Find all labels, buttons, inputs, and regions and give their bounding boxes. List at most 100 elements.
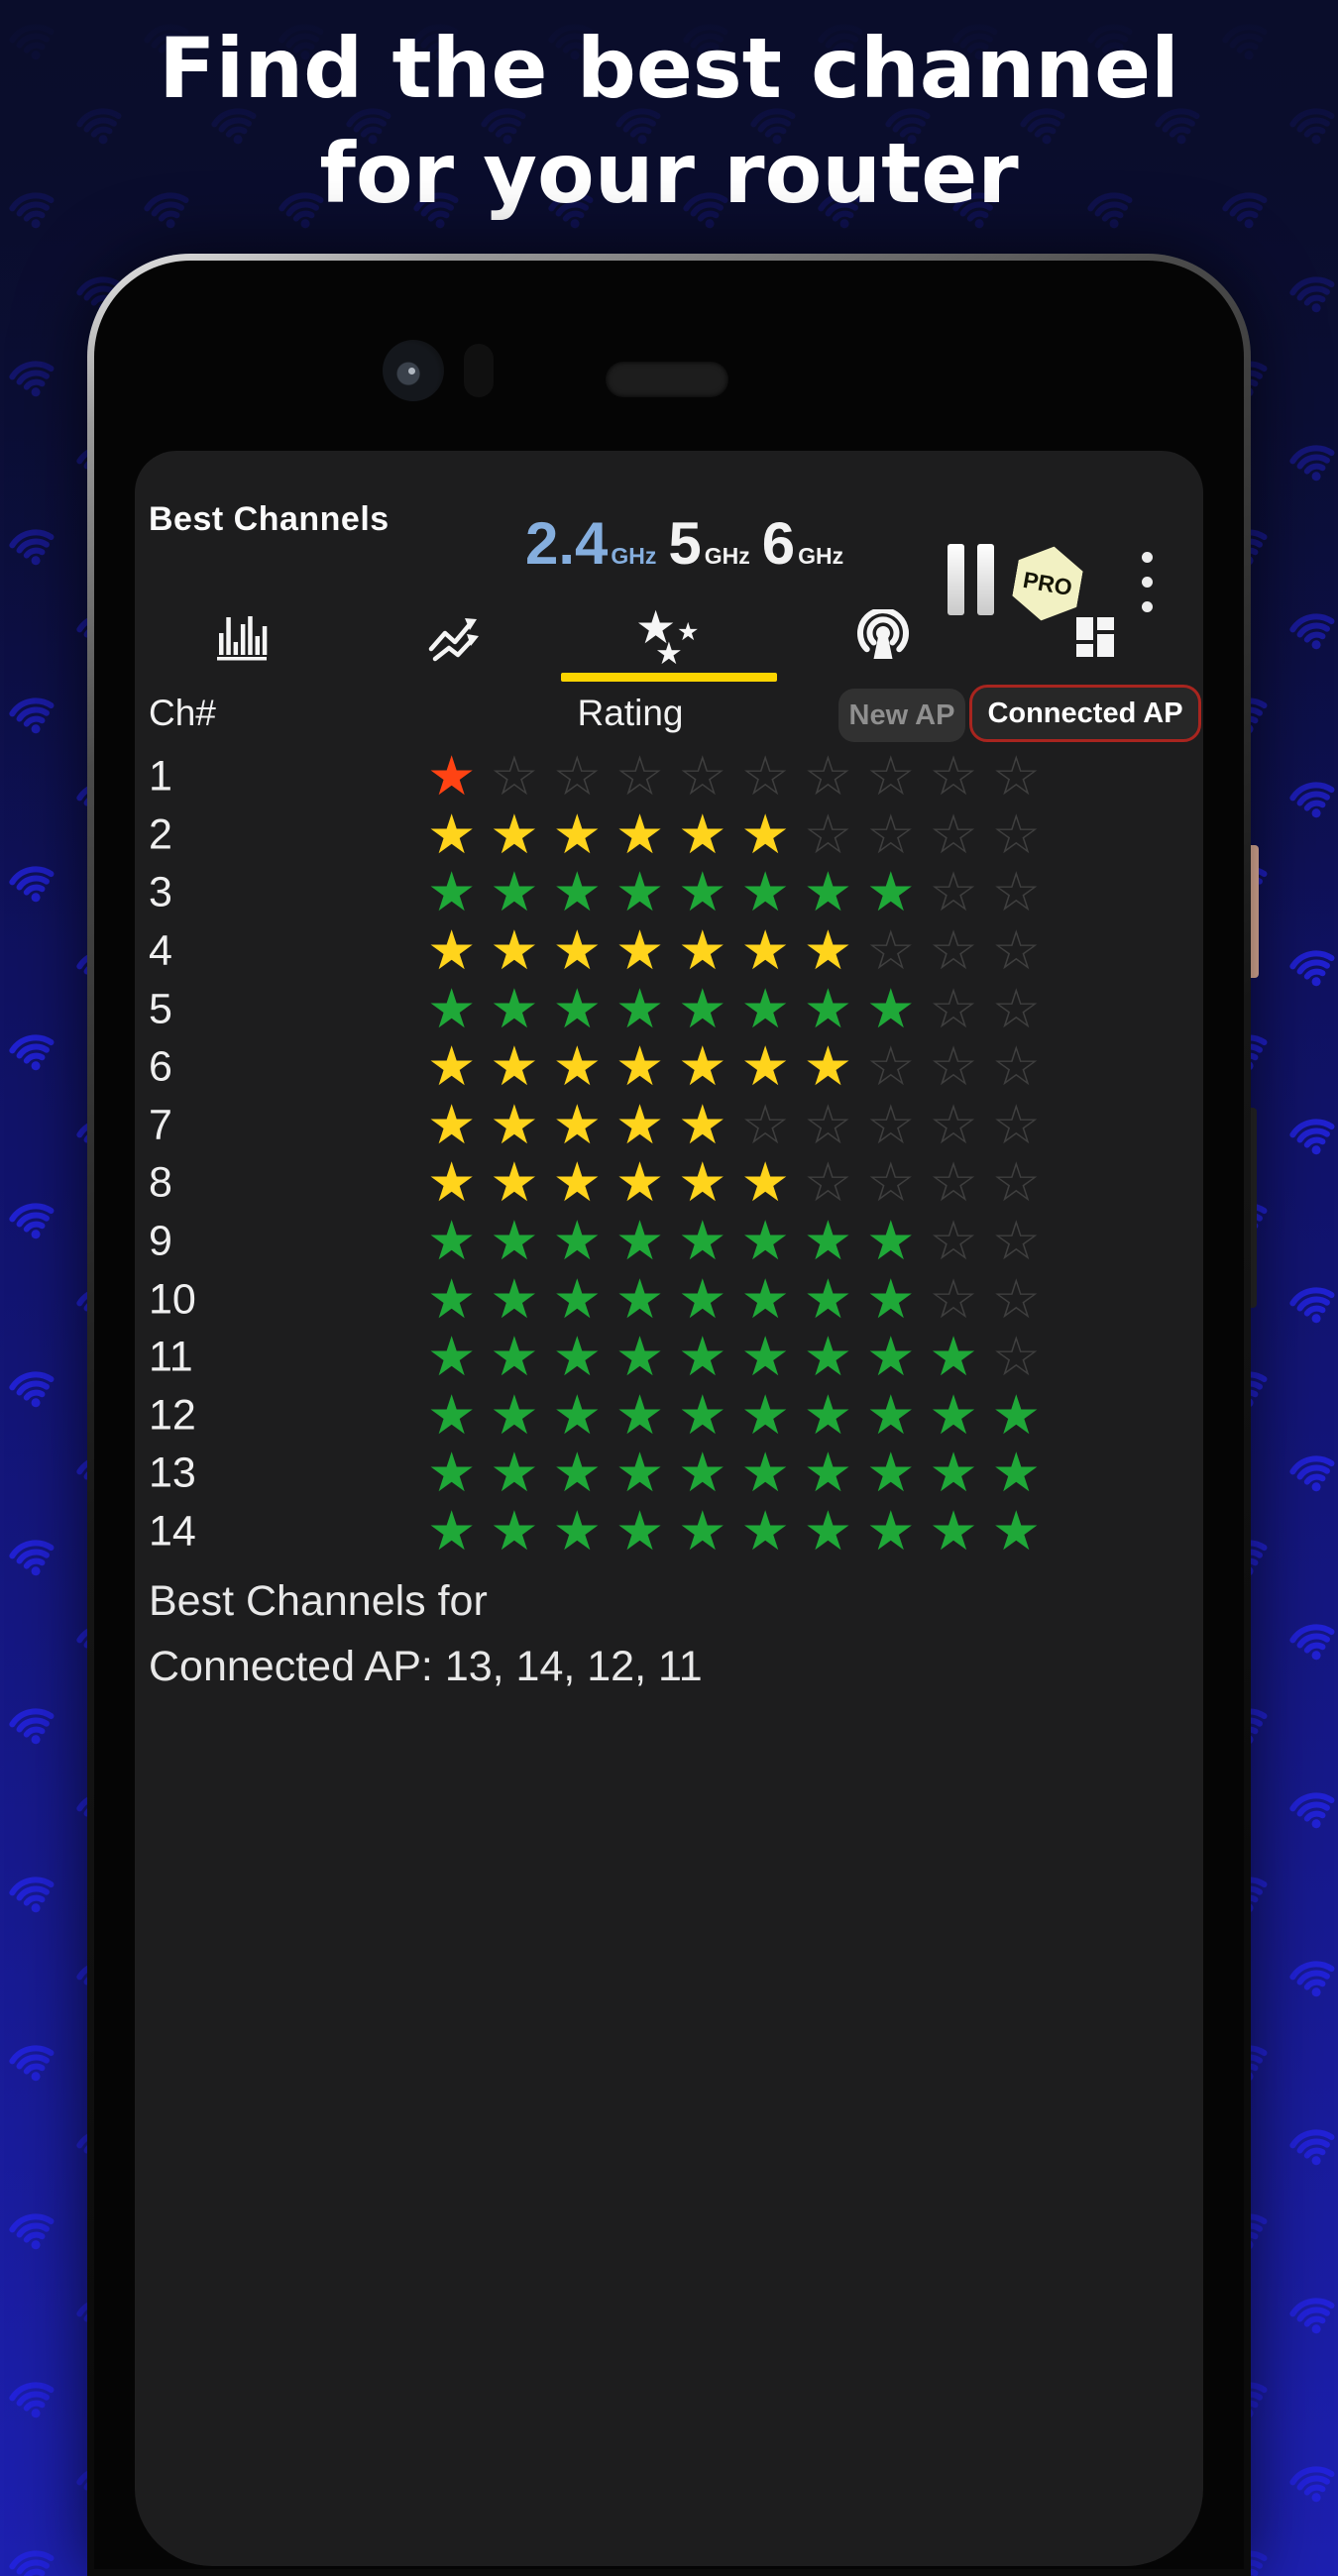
star-filled-icon: ★ xyxy=(552,1208,602,1272)
star-filled-icon: ★ xyxy=(552,1498,602,1562)
band-5ghz[interactable]: 5 GHz xyxy=(668,509,761,577)
channel-row: 13 ★ ★ ★ ★ ★ ★ ★ ★ ★ ★ xyxy=(135,1441,1203,1505)
star-filled-icon: ★ xyxy=(678,802,727,866)
star-filled-icon: ★ xyxy=(803,1325,853,1389)
hero-title-line2: for your router xyxy=(319,125,1019,222)
star-rating: ★ ★ ★ ★ ★ ★ ★ ★ ★ ★ xyxy=(420,1386,1048,1444)
star-rating: ★ ★ ★ ★ ★ ☆ ☆ ☆ ☆ ☆ xyxy=(420,1096,1048,1153)
star-filled-icon: ★ xyxy=(866,1266,916,1331)
star-filled-icon: ★ xyxy=(678,1498,727,1562)
time-graph-icon xyxy=(429,618,480,662)
summary-line2: Connected AP: 13, 14, 12, 11 xyxy=(149,1643,703,1690)
star-filled-icon: ★ xyxy=(552,1092,602,1156)
star-filled-icon: ★ xyxy=(614,917,665,982)
star-filled-icon: ★ xyxy=(426,917,477,982)
tab-channel-rating[interactable]: ★ ★ ★ xyxy=(562,591,776,683)
star-filled-icon: ★ xyxy=(866,976,916,1040)
band-2_4ghz[interactable]: 2.4 GHz xyxy=(525,509,668,577)
tab-channel-width[interactable] xyxy=(989,591,1203,683)
page-title: Best Channels xyxy=(149,500,390,538)
star-filled-icon: ★ xyxy=(426,1498,477,1562)
star-filled-icon: ★ xyxy=(426,1150,477,1215)
camera-lens-glint xyxy=(408,368,415,375)
star-filled-icon: ★ xyxy=(426,1208,477,1272)
channel-number: 1 xyxy=(149,752,172,801)
star-filled-icon: ★ xyxy=(929,1382,978,1447)
proximity-sensor xyxy=(464,344,494,397)
pause-icon[interactable] xyxy=(948,544,994,615)
star-filled-icon: ★ xyxy=(740,802,790,866)
star-filled-icon: ★ xyxy=(740,1441,790,1505)
filter-new-ap-label: New AP xyxy=(848,698,955,731)
band-6ghz[interactable]: 6 GHz xyxy=(761,509,855,577)
star-filled-icon: ★ xyxy=(803,1208,853,1272)
star-filled-icon: ★ xyxy=(991,1382,1041,1447)
star-filled-icon: ★ xyxy=(490,1266,539,1331)
star-filled-icon: ★ xyxy=(803,917,853,982)
channel-row: 11 ★ ★ ★ ★ ★ ★ ★ ★ ★ ☆ xyxy=(135,1328,1203,1387)
channel-number: 14 xyxy=(149,1507,196,1556)
star-filled-icon: ★ xyxy=(552,1266,602,1331)
band-value: 6 xyxy=(761,509,796,577)
channel-number: 10 xyxy=(149,1275,196,1324)
star-filled-icon: ★ xyxy=(426,1266,477,1331)
star-filled-icon: ★ xyxy=(678,1034,727,1099)
channel-rows[interactable]: 1 ★ ☆ ☆ ☆ ☆ ☆ ☆ ☆ ☆ ☆ 2 ★ ★ ★ ★ ★ ★ ☆ ☆ ☆ ☆ 3 ★ ★ ★ ★ ★ ★ ★ ★ ☆ ☆ 4 ★ ★ ★ ★ ★ ★… xyxy=(135,747,1203,1562)
star-filled-icon: ★ xyxy=(803,1441,853,1505)
star-empty-icon: ☆ xyxy=(678,744,727,808)
channel-row: 3 ★ ★ ★ ★ ★ ★ ★ ★ ☆ ☆ xyxy=(135,860,1203,924)
star-empty-icon: ☆ xyxy=(929,1266,978,1331)
star-filled-icon: ★ xyxy=(740,1266,790,1331)
channel-row: 14 ★ ★ ★ ★ ★ ★ ★ ★ ★ ★ xyxy=(135,1498,1203,1562)
star-rating: ★ ★ ★ ★ ★ ★ ★ ★ ★ ☆ xyxy=(420,1328,1048,1385)
tab-bar: ★ ★ ★ xyxy=(135,591,1203,683)
star-filled-icon: ★ xyxy=(678,860,727,924)
filter-new-ap-button[interactable]: New AP xyxy=(838,689,965,742)
band-value: 5 xyxy=(668,509,702,577)
star-filled-icon: ★ xyxy=(678,1441,727,1505)
star-filled-icon: ★ xyxy=(614,1092,665,1156)
star-filled-icon: ★ xyxy=(490,1150,539,1215)
star-empty-icon: ☆ xyxy=(991,802,1041,866)
star-filled-icon: ★ xyxy=(614,1208,665,1272)
star-empty-icon: ☆ xyxy=(866,744,916,808)
star-filled-icon: ★ xyxy=(614,860,665,924)
star-filled-icon: ★ xyxy=(929,1325,978,1389)
star-empty-icon: ☆ xyxy=(866,1034,916,1099)
star-filled-icon: ★ xyxy=(426,744,477,808)
tab-channels-bar-chart[interactable] xyxy=(135,591,349,683)
kebab-menu-icon[interactable] xyxy=(1142,552,1153,612)
star-rating: ★ ★ ★ ★ ★ ★ ★ ★ ☆ ☆ xyxy=(420,1212,1048,1269)
channel-row: 9 ★ ★ ★ ★ ★ ★ ★ ★ ☆ ☆ xyxy=(135,1212,1203,1271)
star-filled-icon: ★ xyxy=(929,1441,978,1505)
star-filled-icon: ★ xyxy=(740,976,790,1040)
band-value: 2.4 xyxy=(525,509,609,577)
tab-signal-graph[interactable] xyxy=(349,591,563,683)
channel-width-icon xyxy=(1076,617,1115,657)
tab-access-points[interactable] xyxy=(776,591,990,683)
channel-row: 6 ★ ★ ★ ★ ★ ★ ★ ☆ ☆ ☆ xyxy=(135,1034,1203,1099)
star-filled-icon: ★ xyxy=(490,1382,539,1447)
star-filled-icon: ★ xyxy=(426,860,477,924)
star-filled-icon: ★ xyxy=(614,1498,665,1562)
filter-connected-ap-button[interactable]: Connected AP xyxy=(969,685,1201,742)
star-filled-icon: ★ xyxy=(678,1266,727,1331)
channel-row: 4 ★ ★ ★ ★ ★ ★ ★ ☆ ☆ ☆ xyxy=(135,917,1203,982)
star-empty-icon: ☆ xyxy=(866,1092,916,1156)
star-empty-icon: ☆ xyxy=(991,1266,1041,1331)
star-filled-icon: ★ xyxy=(426,1325,477,1389)
star-rating: ★ ☆ ☆ ☆ ☆ ☆ ☆ ☆ ☆ ☆ xyxy=(420,747,1048,805)
rating-stars-icon: ★ ★ ★ xyxy=(634,601,700,671)
star-filled-icon: ★ xyxy=(740,1034,790,1099)
star-empty-icon: ☆ xyxy=(929,1208,978,1272)
star-empty-icon: ☆ xyxy=(929,976,978,1040)
star-filled-icon: ★ xyxy=(866,860,916,924)
band-selector: 2.4 GHz 5 GHz 6 GHz xyxy=(525,486,855,577)
star-empty-icon: ☆ xyxy=(740,744,790,808)
star-filled-icon: ★ xyxy=(678,976,727,1040)
star-filled-icon: ★ xyxy=(614,802,665,866)
star-empty-icon: ☆ xyxy=(552,744,602,808)
star-filled-icon: ★ xyxy=(490,1498,539,1562)
star-empty-icon: ☆ xyxy=(803,1092,853,1156)
